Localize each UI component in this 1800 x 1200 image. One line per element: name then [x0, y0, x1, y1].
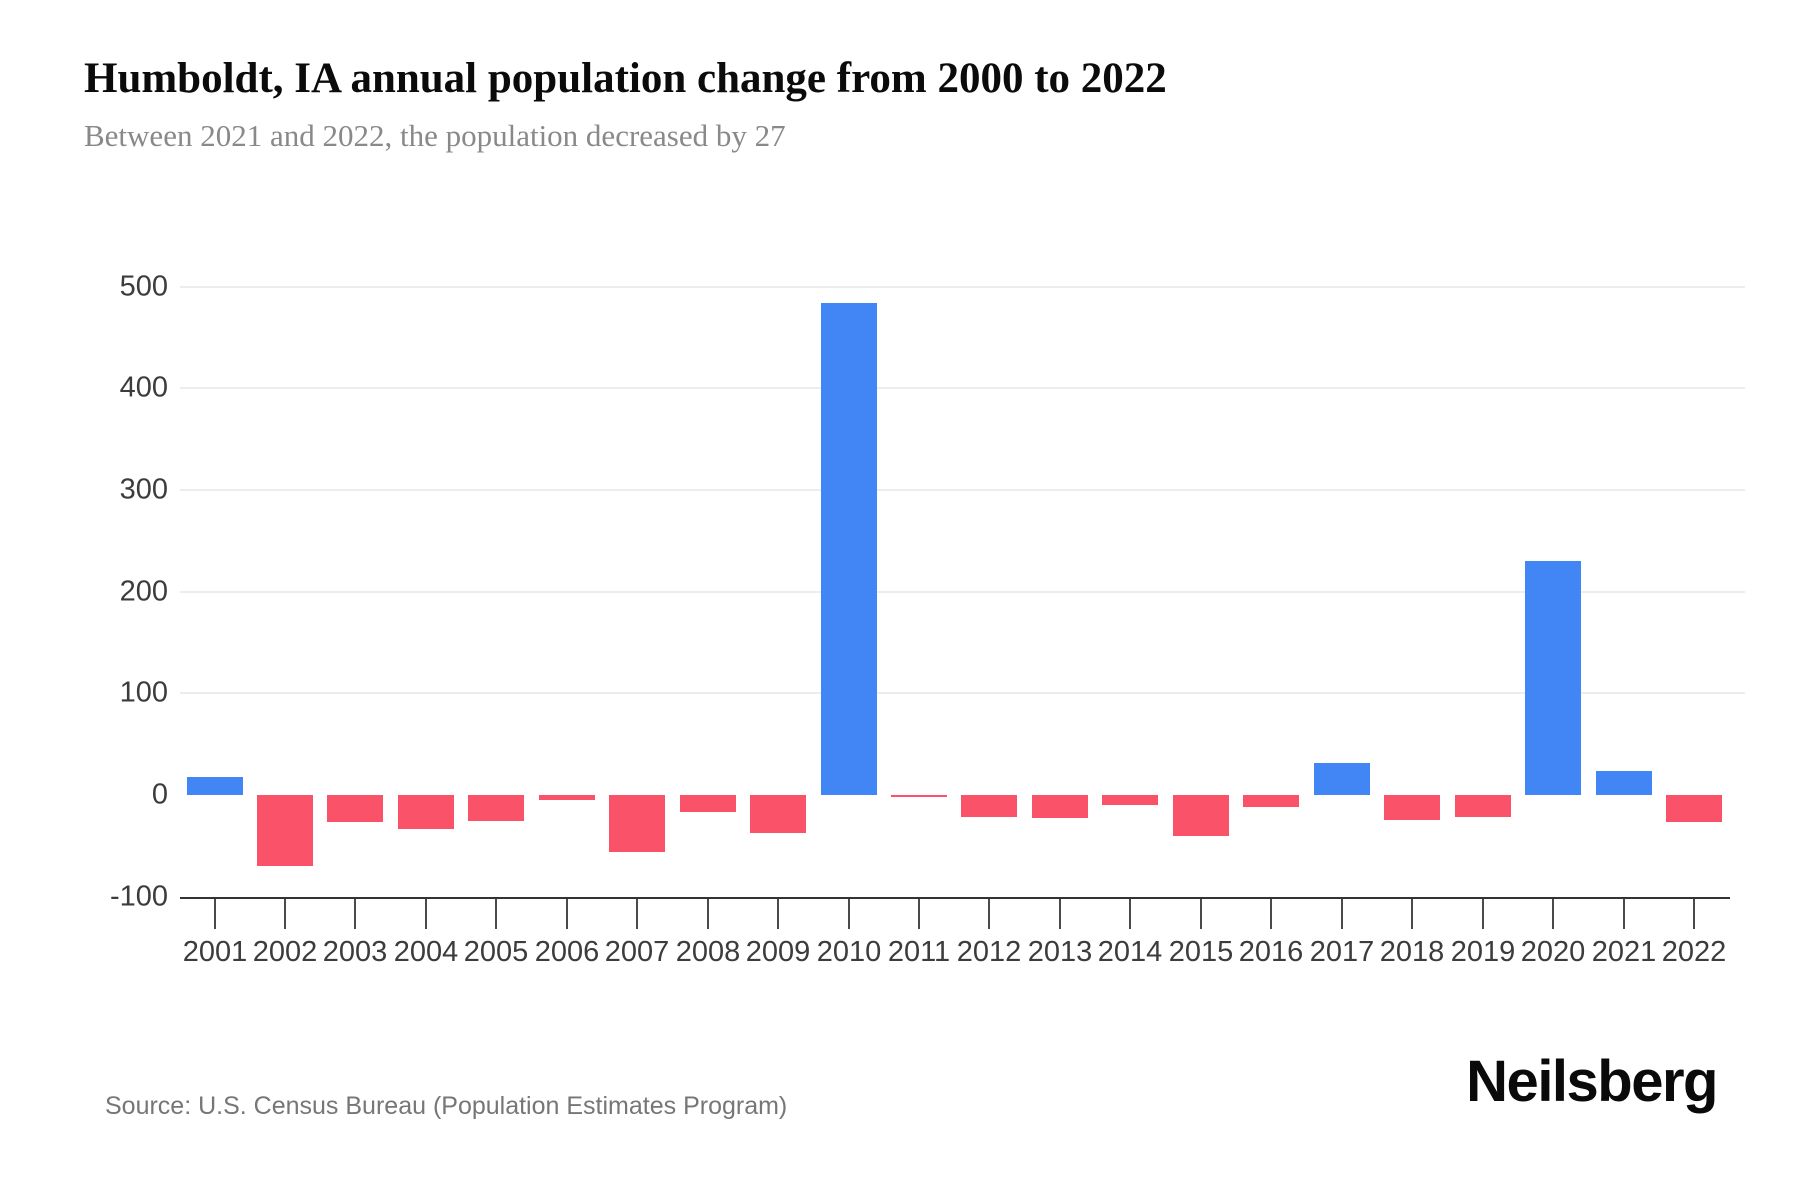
- x-tick-2009: [777, 899, 779, 929]
- x-tick-2011: [918, 899, 920, 929]
- x-tick-2006: [566, 899, 568, 929]
- bar-2017[interactable]: [1314, 763, 1370, 795]
- x-tick-2012: [988, 899, 990, 929]
- x-axis-label-2020: 2020: [1520, 936, 1586, 968]
- source-note: Source: U.S. Census Bureau (Population E…: [105, 1092, 788, 1120]
- bar-2013[interactable]: [1032, 795, 1088, 818]
- bar-2016[interactable]: [1243, 795, 1299, 807]
- x-axis-label-2002: 2002: [252, 936, 318, 968]
- bar-2014[interactable]: [1102, 795, 1158, 805]
- bar-2009[interactable]: [750, 795, 806, 833]
- x-axis-label-2015: 2015: [1168, 936, 1234, 968]
- y-axis-label-100: 100: [119, 676, 168, 709]
- x-axis-label-2011: 2011: [887, 936, 951, 968]
- y-axis-label-0: 0: [151, 778, 168, 811]
- x-tick-2017: [1341, 899, 1343, 929]
- chart-title: Humboldt, IA annual population change fr…: [84, 55, 1167, 102]
- x-axis-label-2013: 2013: [1027, 936, 1093, 968]
- x-axis-label-2007: 2007: [604, 936, 670, 968]
- x-tick-2010: [848, 899, 850, 929]
- x-axis-label-2005: 2005: [463, 936, 529, 968]
- bar-2007[interactable]: [609, 795, 665, 852]
- x-tick-2001: [214, 899, 216, 929]
- x-tick-2004: [425, 899, 427, 929]
- bar-2006[interactable]: [539, 795, 595, 800]
- x-axis-label-2017: 2017: [1309, 936, 1375, 968]
- x-axis-label-2003: 2003: [322, 936, 388, 968]
- x-tick-2019: [1482, 899, 1484, 929]
- x-tick-2007: [636, 899, 638, 929]
- x-tick-2020: [1552, 899, 1554, 929]
- x-axis-label-2006: 2006: [534, 936, 600, 968]
- x-tick-2014: [1129, 899, 1131, 929]
- y-axis-label-500: 500: [119, 270, 168, 303]
- y-axis-label-200: 200: [119, 575, 168, 608]
- y-axis-label--100: -100: [109, 880, 168, 913]
- x-tick-2008: [707, 899, 709, 929]
- x-tick-2003: [354, 899, 356, 929]
- x-tick-2021: [1623, 899, 1625, 929]
- gridline-300: [180, 489, 1745, 491]
- gridline-500: [180, 286, 1745, 288]
- bar-2021[interactable]: [1596, 771, 1652, 795]
- bar-2003[interactable]: [327, 795, 383, 822]
- bar-2019[interactable]: [1455, 795, 1511, 817]
- x-tick-2018: [1411, 899, 1413, 929]
- bar-2015[interactable]: [1173, 795, 1229, 836]
- x-axis-line: [180, 897, 1730, 899]
- x-axis-label-2021: 2021: [1591, 936, 1657, 968]
- gridline-100: [180, 692, 1745, 694]
- bar-2011[interactable]: [891, 795, 947, 797]
- x-axis-label-2018: 2018: [1379, 936, 1445, 968]
- x-axis-label-2019: 2019: [1450, 936, 1516, 968]
- bar-2008[interactable]: [680, 795, 736, 812]
- x-axis-label-2012: 2012: [956, 936, 1022, 968]
- x-axis-label-2016: 2016: [1238, 936, 1304, 968]
- gridline-400: [180, 387, 1745, 389]
- x-tick-2016: [1270, 899, 1272, 929]
- x-tick-2022: [1693, 899, 1695, 929]
- neilsberg-logo[interactable]: Neilsberg: [1466, 1049, 1718, 1114]
- x-axis-label-2004: 2004: [393, 936, 459, 968]
- gridline-200: [180, 591, 1745, 593]
- bar-2010[interactable]: [821, 303, 877, 795]
- x-tick-2005: [495, 899, 497, 929]
- y-axis-label-300: 300: [119, 473, 168, 506]
- y-axis-label-400: 400: [119, 371, 168, 404]
- x-tick-2015: [1200, 899, 1202, 929]
- bar-2018[interactable]: [1384, 795, 1440, 820]
- x-axis-label-2010: 2010: [816, 936, 882, 968]
- x-axis-label-2022: 2022: [1661, 936, 1727, 968]
- x-axis-label-2014: 2014: [1097, 936, 1163, 968]
- x-axis-label-2009: 2009: [745, 936, 811, 968]
- chart-subtitle: Between 2021 and 2022, the population de…: [84, 118, 786, 153]
- bar-2001[interactable]: [187, 777, 243, 795]
- bar-2022[interactable]: [1666, 795, 1722, 822]
- x-axis-label-2008: 2008: [675, 936, 741, 968]
- x-axis-label-2001: 2001: [182, 936, 248, 968]
- bar-2012[interactable]: [961, 795, 1017, 817]
- x-tick-2002: [284, 899, 286, 929]
- bar-2005[interactable]: [468, 795, 524, 821]
- bar-2004[interactable]: [398, 795, 454, 829]
- x-tick-2013: [1059, 899, 1061, 929]
- bar-2020[interactable]: [1525, 561, 1581, 795]
- bar-2002[interactable]: [257, 795, 313, 866]
